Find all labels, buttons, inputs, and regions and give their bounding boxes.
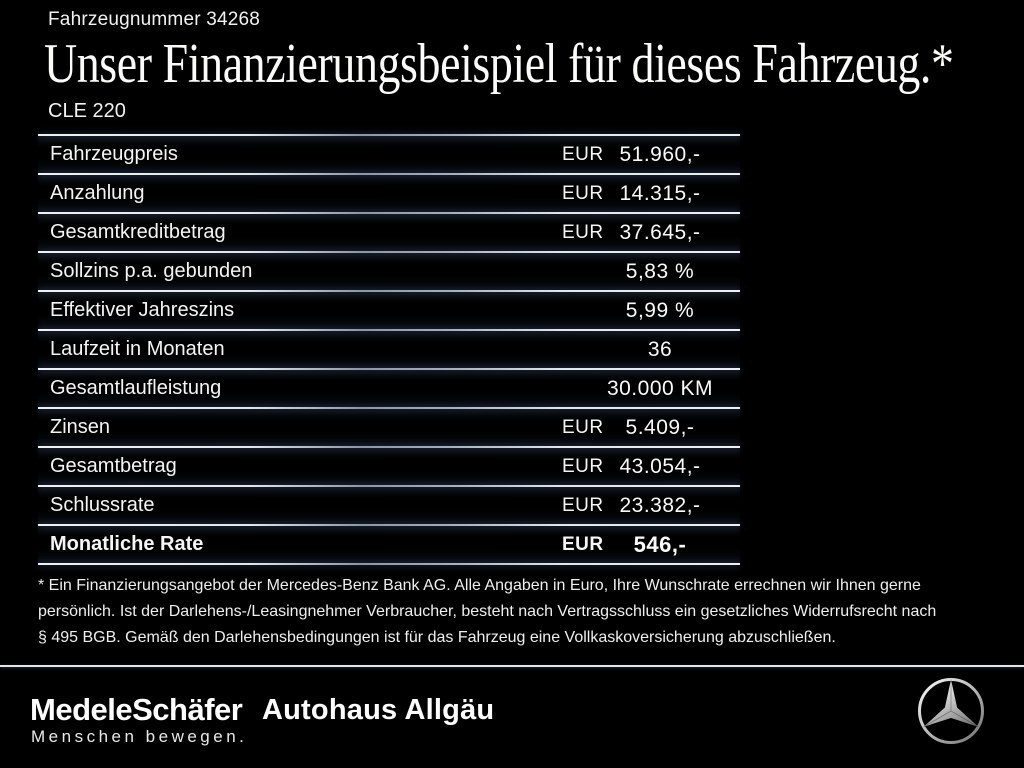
- footnote: * Ein Finanzierungsangebot der Mercedes-…: [38, 573, 988, 651]
- table-divider: [38, 407, 740, 409]
- row-currency: EUR: [562, 455, 604, 477]
- row-currency: EUR: [562, 182, 604, 204]
- table-divider: [38, 329, 740, 331]
- table-row: Laufzeit in Monaten 36: [38, 331, 740, 368]
- table-row: Gesamtkreditbetrag EUR 37.645,-: [38, 214, 740, 251]
- footer-divider: [0, 665, 1024, 667]
- finance-table: Fahrzeugpreis EUR 51.960,- Anzahlung EUR…: [38, 134, 740, 565]
- row-currency: EUR: [562, 221, 604, 243]
- row-currency: EUR: [562, 533, 604, 555]
- row-label: Sollzins p.a. gebunden: [50, 260, 253, 282]
- row-value: 36: [647, 337, 673, 361]
- row-value: 51.960,-: [619, 142, 701, 166]
- table-row: Fahrzeugpreis EUR 51.960,-: [38, 136, 740, 173]
- row-label: Monatliche Rate: [50, 533, 204, 555]
- table-row: Sollzins p.a. gebunden 5,83 %: [38, 253, 740, 290]
- row-label: Gesamtkreditbetrag: [50, 221, 226, 243]
- footnote-line: § 495 BGB. Gemäß den Darlehensbedingunge…: [38, 629, 836, 646]
- row-value: 5,99 %: [625, 298, 695, 322]
- table-divider: [38, 251, 740, 253]
- vehicle-number: Fahrzeugnummer 34268: [48, 9, 261, 30]
- table-divider: [38, 290, 740, 292]
- row-label: Zinsen: [50, 416, 111, 438]
- row-value: 37.645,-: [619, 220, 701, 244]
- mercedes-star-icon: [918, 678, 984, 744]
- footnote-line: persönlich. Ist der Darlehens-/Leasingne…: [38, 603, 937, 620]
- row-value: 5,83 %: [625, 259, 695, 283]
- table-divider: [38, 368, 740, 370]
- table-divider: [38, 485, 740, 487]
- table-row: Gesamtbetrag EUR 43.054,-: [38, 448, 740, 485]
- row-label: Effektiver Jahreszins: [50, 299, 235, 321]
- table-divider: [38, 173, 740, 175]
- row-label: Laufzeit in Monaten: [50, 338, 225, 360]
- row-value: 30.000 KM: [606, 376, 714, 400]
- row-value: 5.409,-: [625, 415, 695, 439]
- dealer-tagline: Menschen bewegen.: [31, 727, 248, 746]
- table-divider: [38, 524, 740, 526]
- table-row: Anzahlung EUR 14.315,-: [38, 175, 740, 212]
- table-divider: [38, 563, 740, 565]
- row-label: Fahrzeugpreis: [50, 143, 178, 165]
- table-row: Gesamtlaufleistung 30.000 KM: [38, 370, 740, 407]
- row-label: Gesamtlaufleistung: [50, 377, 222, 399]
- table-divider: [38, 134, 740, 136]
- row-value: 14.315,-: [619, 181, 701, 205]
- footnote-line: * Ein Finanzierungsangebot der Mercedes-…: [38, 577, 921, 594]
- page-title: Unser Finanzierungsbeispiel für dieses F…: [44, 33, 954, 95]
- row-currency: EUR: [562, 143, 604, 165]
- table-divider: [38, 212, 740, 214]
- dealer-logo-medele-schaefer: MedeleSchäfer: [30, 692, 243, 727]
- row-value: 546,-: [633, 531, 687, 557]
- vehicle-model: CLE 220: [48, 100, 126, 122]
- row-label: Anzahlung: [50, 182, 145, 204]
- row-currency: EUR: [562, 416, 604, 438]
- table-row: Schlussrate EUR 23.382,-: [38, 487, 740, 524]
- table-row: Effektiver Jahreszins 5,99 %: [38, 292, 740, 329]
- table-row-monthly-rate: Monatliche Rate EUR 546,-: [38, 526, 740, 563]
- row-label: Gesamtbetrag: [50, 455, 177, 477]
- row-currency: EUR: [562, 494, 604, 516]
- row-value: 43.054,-: [619, 454, 701, 478]
- dealer-logo-autohaus-allgaeu: Autohaus Allgäu: [262, 694, 495, 726]
- table-divider: [38, 446, 740, 448]
- row-value: 23.382,-: [619, 493, 701, 517]
- table-row: Zinsen EUR 5.409,-: [38, 409, 740, 446]
- row-label: Schlussrate: [50, 494, 155, 516]
